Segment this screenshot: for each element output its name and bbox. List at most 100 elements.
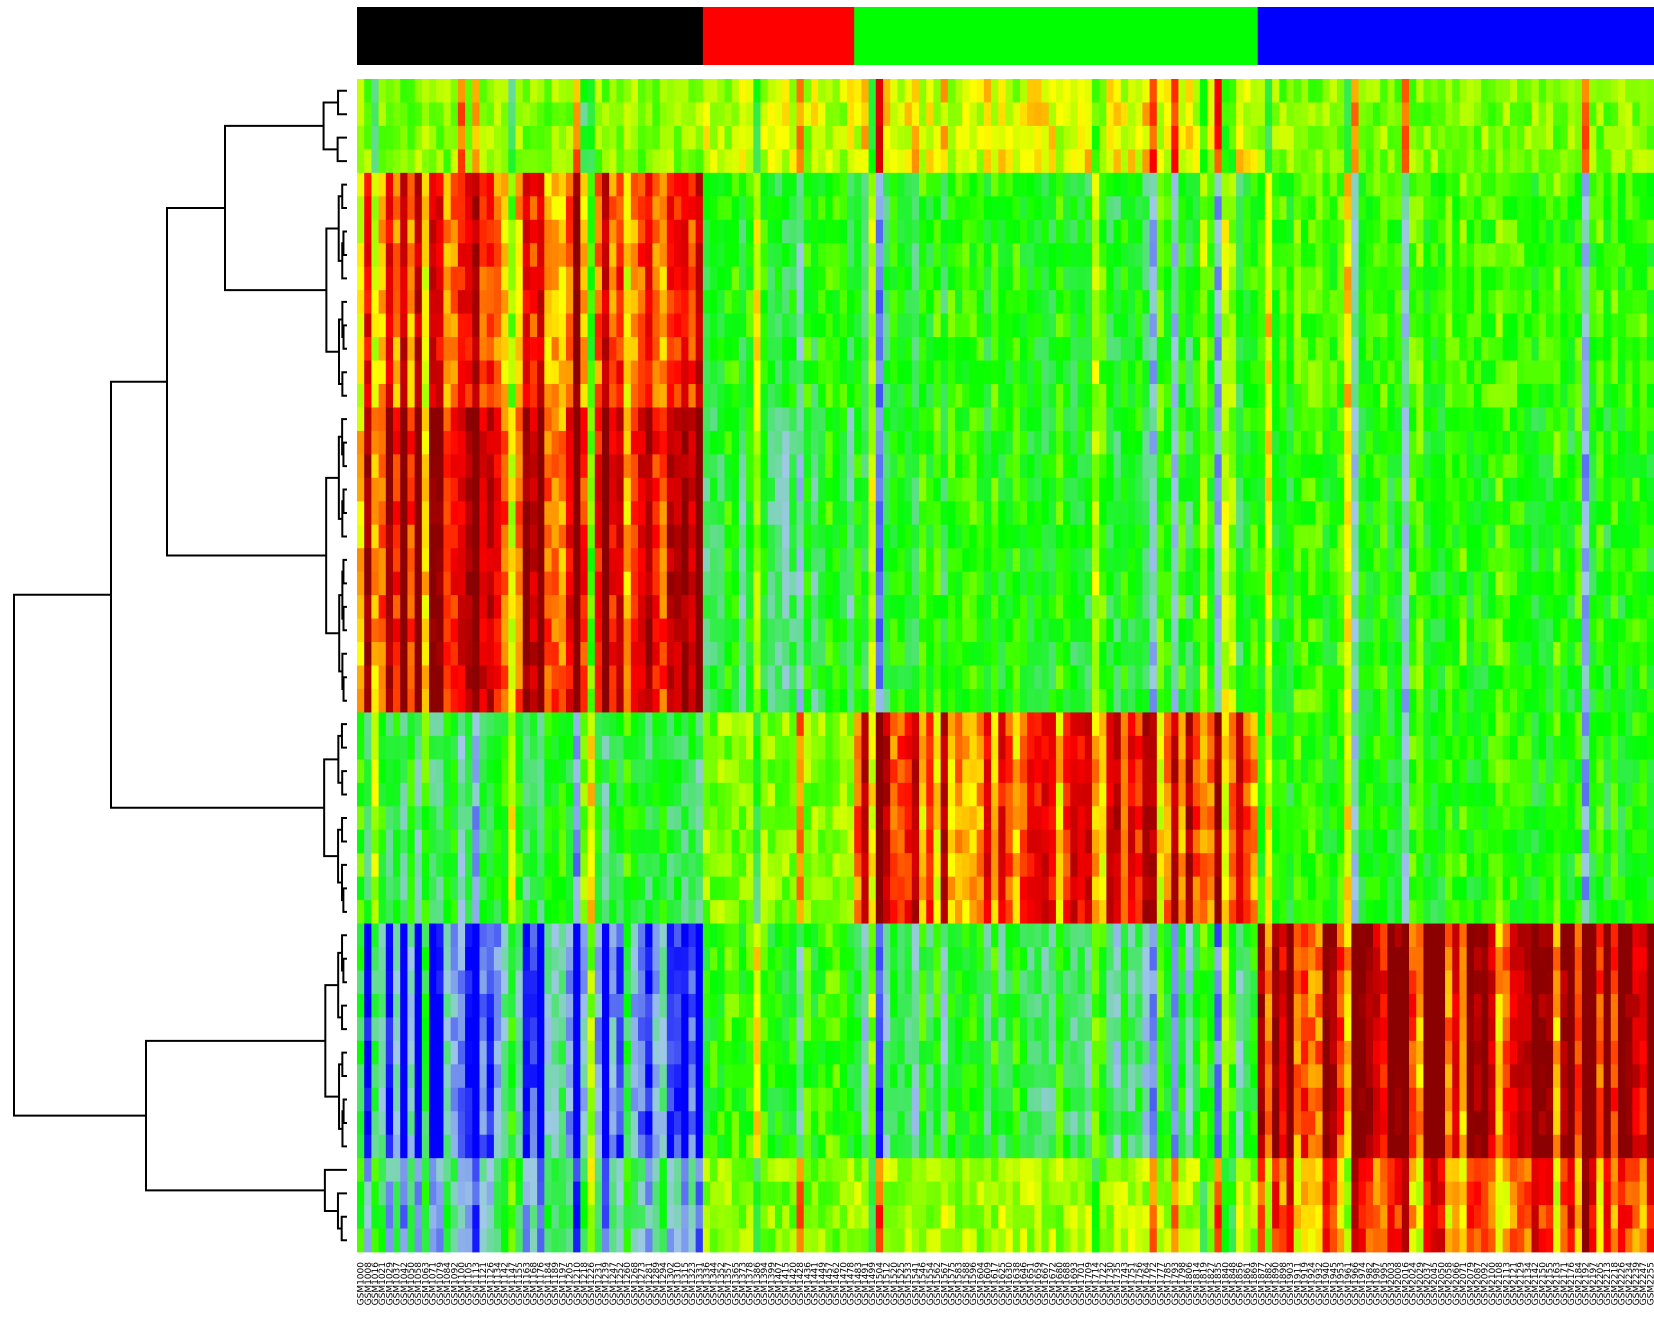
heatmap-cell — [710, 548, 718, 573]
heatmap-cell — [522, 829, 531, 854]
heatmap-cell — [897, 313, 906, 338]
heatmap-cell — [1041, 383, 1050, 408]
heatmap-cell — [1012, 735, 1021, 760]
heatmap-cell — [1063, 1181, 1071, 1206]
heatmap-cell — [421, 1017, 430, 1042]
heatmap-cell — [537, 430, 545, 455]
heatmap-cell — [645, 430, 653, 455]
heatmap-cell — [681, 571, 689, 596]
heatmap-cell — [544, 501, 552, 526]
heatmap-cell — [846, 477, 855, 502]
heatmap-cell — [357, 571, 365, 596]
heatmap-cell — [767, 1205, 776, 1229]
heatmap-cell — [400, 876, 408, 901]
heatmap-cell — [529, 290, 538, 314]
heatmap-cell — [875, 1040, 884, 1065]
heatmap-cell — [731, 970, 740, 995]
heatmap-cell — [1034, 125, 1042, 150]
heatmap-cell — [789, 1040, 797, 1065]
heatmap-cell — [645, 149, 653, 174]
heatmap-cell — [1070, 149, 1078, 174]
heatmap-cell — [357, 1087, 365, 1112]
heatmap-cell — [695, 876, 704, 901]
heatmap-cell — [767, 102, 776, 127]
heatmap-cell — [868, 665, 877, 690]
heatmap-cell — [861, 806, 869, 831]
heatmap-cell — [1019, 407, 1028, 432]
heatmap-cell — [695, 1228, 704, 1253]
heatmap-cell — [515, 853, 524, 878]
heatmap-cell — [1027, 430, 1035, 455]
heatmap-cell — [529, 79, 538, 103]
heatmap-cell — [717, 149, 725, 174]
heatmap-cell — [457, 571, 466, 596]
heatmap-cell — [486, 79, 495, 103]
heatmap-cell — [962, 876, 970, 901]
heatmap-cell — [659, 1158, 668, 1183]
heatmap-cell — [645, 1017, 653, 1042]
heatmap-cell — [609, 102, 617, 127]
heatmap-cell — [1055, 313, 1064, 338]
heatmap-cell — [991, 243, 999, 268]
heatmap-cell — [601, 548, 610, 573]
heatmap-cell — [789, 360, 797, 385]
heatmap-cell — [998, 829, 1006, 854]
heatmap-cell — [832, 266, 841, 291]
heatmap-cell — [839, 548, 848, 573]
heatmap-cell — [760, 993, 769, 1018]
heatmap-cell — [738, 79, 747, 103]
heatmap-cell — [472, 430, 480, 455]
heatmap-cell — [983, 454, 992, 479]
heatmap-cell — [746, 759, 754, 784]
heatmap-cell — [803, 219, 812, 244]
heatmap-cell — [558, 712, 567, 737]
heatmap-cell — [962, 125, 970, 150]
heatmap-cell — [897, 337, 906, 361]
heatmap-cell — [421, 1064, 430, 1089]
heatmap-cell — [666, 970, 675, 995]
heatmap-cell — [1048, 618, 1057, 643]
heatmap-cell — [580, 853, 588, 878]
heatmap-cell — [587, 79, 596, 103]
heatmap-cell — [991, 383, 999, 408]
heatmap-cell — [702, 712, 711, 737]
heatmap-cell — [436, 1017, 444, 1042]
heatmap-cell — [983, 337, 992, 361]
heatmap-cell — [465, 1064, 473, 1089]
heatmap-cell — [472, 712, 480, 737]
heatmap-cell — [1012, 829, 1021, 854]
heatmap-cell — [955, 125, 963, 150]
heatmap-cell — [746, 782, 754, 807]
heatmap-cell — [883, 313, 891, 338]
heatmap-cell — [933, 900, 942, 924]
heatmap-cell — [803, 618, 812, 643]
heatmap-cell — [933, 595, 942, 619]
heatmap-cell — [465, 900, 473, 924]
heatmap-cell — [883, 993, 891, 1018]
heatmap-cell — [479, 337, 488, 361]
heatmap-cell — [983, 1158, 992, 1183]
heatmap-cell — [594, 290, 603, 314]
heatmap-cell — [724, 79, 733, 103]
heatmap-cell — [501, 407, 509, 432]
heatmap-cell — [580, 407, 588, 432]
heatmap-cell — [746, 923, 754, 948]
heatmap-cell — [710, 383, 718, 408]
heatmap-cell — [911, 149, 920, 174]
heatmap-cell — [1034, 688, 1042, 713]
heatmap-cell — [465, 923, 473, 948]
heatmap-cell — [983, 383, 992, 408]
heatmap-cell — [450, 688, 459, 713]
heatmap-cell — [371, 524, 380, 549]
heatmap-cell — [782, 149, 790, 174]
heatmap-cell — [544, 337, 552, 361]
heatmap-cell — [472, 735, 480, 760]
heatmap-cell — [846, 853, 855, 878]
heatmap-cell — [421, 407, 430, 432]
heatmap-cell — [825, 571, 833, 596]
heatmap-cell — [861, 618, 869, 643]
heatmap-cell — [609, 290, 617, 314]
heatmap-cell — [443, 196, 452, 221]
heatmap-cell — [897, 1087, 906, 1112]
heatmap-cell — [911, 1111, 920, 1136]
